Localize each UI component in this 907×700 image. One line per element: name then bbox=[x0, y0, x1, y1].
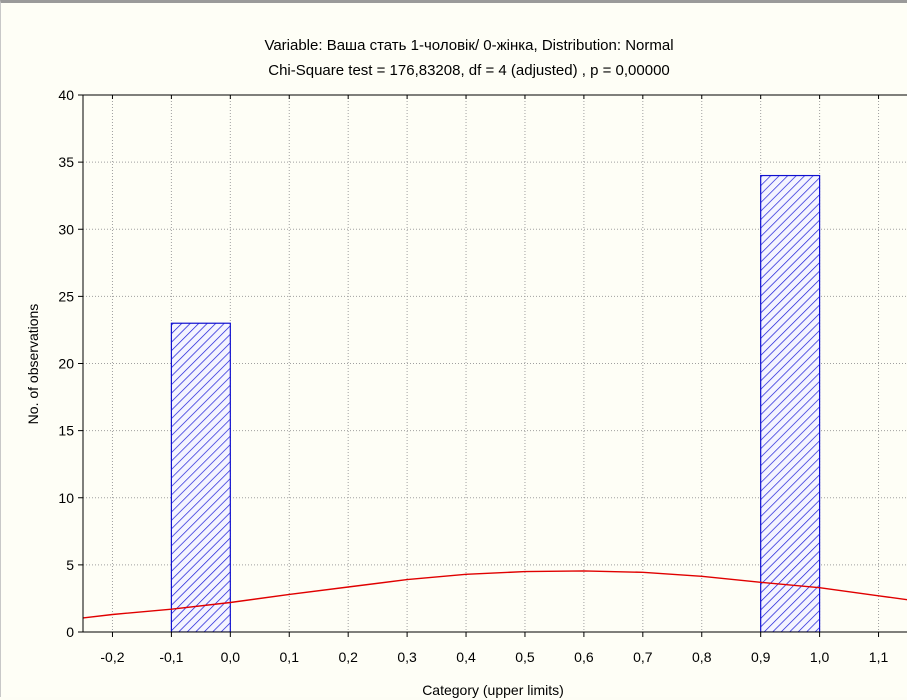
y-tick-label: 10 bbox=[58, 490, 74, 506]
axes bbox=[78, 94, 907, 637]
y-tick-labels: 0 5 10 15 20 25 30 35 40 bbox=[58, 87, 74, 640]
histogram-chart: Variable: Ваша стать 1-чоловік/ 0-жінка,… bbox=[25, 37, 907, 698]
histogram-bars bbox=[170, 174, 821, 632]
x-tick-label: 0,6 bbox=[574, 649, 594, 665]
x-tick-label: 0,1 bbox=[280, 649, 300, 665]
y-tick-label: 20 bbox=[58, 356, 74, 372]
y-tick-label: 30 bbox=[58, 221, 74, 237]
histogram-bar bbox=[760, 174, 821, 632]
x-axis-label: Category (upper limits) bbox=[422, 682, 564, 698]
x-tick-label: 0,2 bbox=[338, 649, 358, 665]
x-tick-labels: -0,2 -0,1 0,0 0,1 0,2 0,3 0,4 0,5 0,6 0,7 0,8 0,9 1,… bbox=[100, 649, 888, 665]
x-tick-label: -0,1 bbox=[159, 649, 183, 665]
chart-subtitle: Chi-Square test = 176,83208, df = 4 (adj… bbox=[268, 62, 670, 79]
y-axis-label: No. of observations bbox=[25, 304, 41, 425]
y-tick-label: 15 bbox=[58, 423, 74, 439]
x-tick-label: 0,7 bbox=[633, 649, 653, 665]
x-tick-label: 0,3 bbox=[397, 649, 417, 665]
x-tick-label: 1,0 bbox=[810, 649, 830, 665]
histogram-bar bbox=[170, 322, 231, 632]
y-tick-label: 0 bbox=[66, 624, 74, 640]
normal-curve-layer bbox=[83, 570, 907, 619]
x-tick-label: -0,2 bbox=[100, 649, 124, 665]
y-tick-label: 5 bbox=[66, 557, 74, 573]
x-tick-label: 0,9 bbox=[751, 649, 771, 665]
y-tick-label: 35 bbox=[58, 154, 74, 170]
x-tick-label: 0,4 bbox=[456, 649, 476, 665]
y-tick-label: 25 bbox=[58, 288, 74, 304]
x-tick-label: 1,1 bbox=[869, 649, 889, 665]
x-tick-label: 0,0 bbox=[221, 649, 241, 665]
normal-curve bbox=[83, 570, 907, 619]
x-tick-label: 0,5 bbox=[515, 649, 535, 665]
y-tick-label: 40 bbox=[58, 87, 74, 103]
x-tick-label: 0,8 bbox=[692, 649, 712, 665]
chart-title: Variable: Ваша стать 1-чоловік/ 0-жінка,… bbox=[264, 37, 673, 54]
